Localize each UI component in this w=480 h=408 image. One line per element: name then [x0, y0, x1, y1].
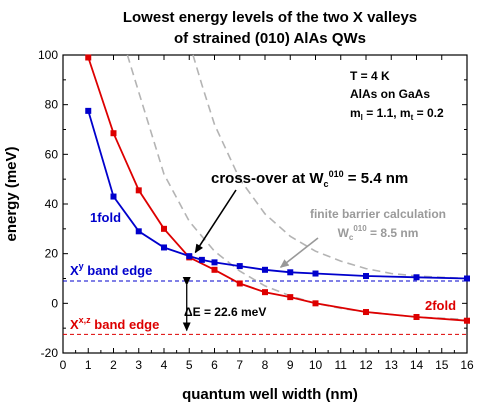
x-tick-label: 1: [85, 358, 92, 372]
y-tick-label: 40: [45, 197, 59, 211]
series-1fold-point: [198, 256, 205, 263]
series-1fold-point: [312, 270, 319, 277]
x-tick-label: 7: [236, 358, 243, 372]
crossover-label: cross-over at Wc010 = 5.4 nm: [211, 169, 408, 189]
series-1fold-point: [135, 228, 142, 235]
crossover-arrow: [194, 189, 237, 254]
x-tick-label: 8: [262, 358, 269, 372]
delta-e-label: ΔE = 22.6 meV: [184, 305, 266, 319]
x-tick-label: 2: [110, 358, 117, 372]
x-tick-label: 15: [435, 358, 449, 372]
x-tick-label: 13: [385, 358, 399, 372]
y-tick-label: 60: [45, 147, 59, 161]
series-2fold-point: [464, 317, 470, 324]
x-tick-label: 11: [335, 358, 348, 372]
series-2fold-point: [161, 225, 167, 232]
y-axis-ticks: -20 0 20 40 60 80 100: [38, 48, 467, 360]
finite-barrier-label: finite barrier calculation: [310, 207, 446, 221]
x-tick-label: 10: [309, 358, 323, 372]
y-axis-label: energy (meV): [3, 146, 20, 241]
finite-barrier-wc: Wc010 = 8.5 nm: [338, 224, 419, 242]
y-tick-label: 20: [45, 247, 59, 261]
series-label-1fold: 1fold: [90, 210, 121, 225]
series-2fold-point: [85, 54, 92, 61]
x-axis-label: quantum well width (nm): [182, 386, 358, 403]
series-2fold-point: [287, 294, 294, 301]
series-1fold-point: [363, 273, 369, 280]
y-tick-label: -20: [41, 346, 59, 360]
band-edge-label-xxz: Xx,z band edge: [70, 315, 159, 332]
x-tick-label: 14: [410, 358, 424, 372]
chart-title-line2: of strained (010) AlAs QWs: [174, 30, 366, 47]
x-tick-label: 12: [359, 358, 373, 372]
series-1fold-point: [236, 263, 243, 270]
y-tick-label: 80: [45, 98, 59, 112]
chart-title-line1: Lowest energy levels of the two X valley…: [123, 9, 417, 26]
series-1fold-points: [85, 107, 470, 282]
series-1fold-point: [85, 107, 92, 114]
x-tick-label: 3: [135, 358, 142, 372]
x-tick-label: 5: [186, 358, 193, 372]
series-1fold-point: [211, 259, 218, 266]
series-1fold-point: [161, 244, 167, 251]
series-1fold-point: [464, 275, 470, 282]
series-1fold-point: [262, 266, 268, 273]
x-tick-label: 0: [60, 358, 67, 372]
series-2fold-point: [236, 280, 243, 287]
band-edge-label-xy: Xy band edge: [70, 261, 152, 278]
series-2fold-point: [363, 309, 369, 316]
series-1fold-point: [110, 193, 117, 200]
finite-barrier-arrow: [279, 237, 319, 268]
series-2fold-point: [110, 130, 117, 137]
param-substrate: AlAs on GaAs: [350, 87, 430, 101]
y-tick-label: 0: [51, 296, 58, 310]
x-tick-label: 6: [211, 358, 218, 372]
series-2fold-point: [262, 289, 268, 296]
series-label-2fold: 2fold: [425, 298, 456, 313]
series-2fold-point: [135, 187, 142, 194]
series-2fold-point: [211, 266, 218, 273]
param-temperature: T = 4 K: [350, 69, 390, 83]
series-1fold-point: [186, 253, 193, 260]
series-2fold-point: [413, 313, 420, 320]
series-1fold-line: [87, 110, 468, 280]
x-axis-ticks: 0 1 2 3 4 5 6 7 8 9 10 11 12 13 14 15 16: [60, 55, 474, 372]
series-1fold-point: [287, 269, 294, 276]
series-1fold-point: [413, 274, 420, 281]
series-2fold-point: [312, 300, 319, 307]
x-tick-label: 4: [161, 358, 168, 372]
x-tick-label: 9: [287, 358, 294, 372]
y-tick-label: 100: [38, 48, 58, 62]
x-tick-label: 16: [460, 358, 474, 372]
param-masses: ml = 1.1, mt = 0.2: [350, 106, 444, 122]
